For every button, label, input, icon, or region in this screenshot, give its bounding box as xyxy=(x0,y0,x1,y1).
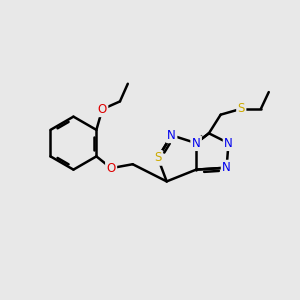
Text: O: O xyxy=(98,103,107,116)
Text: N: N xyxy=(222,161,231,174)
Text: N: N xyxy=(192,136,200,150)
Text: N: N xyxy=(167,129,176,142)
Text: N: N xyxy=(224,136,233,150)
Text: S: S xyxy=(154,152,161,164)
Text: S: S xyxy=(238,102,245,115)
Text: O: O xyxy=(106,162,116,175)
